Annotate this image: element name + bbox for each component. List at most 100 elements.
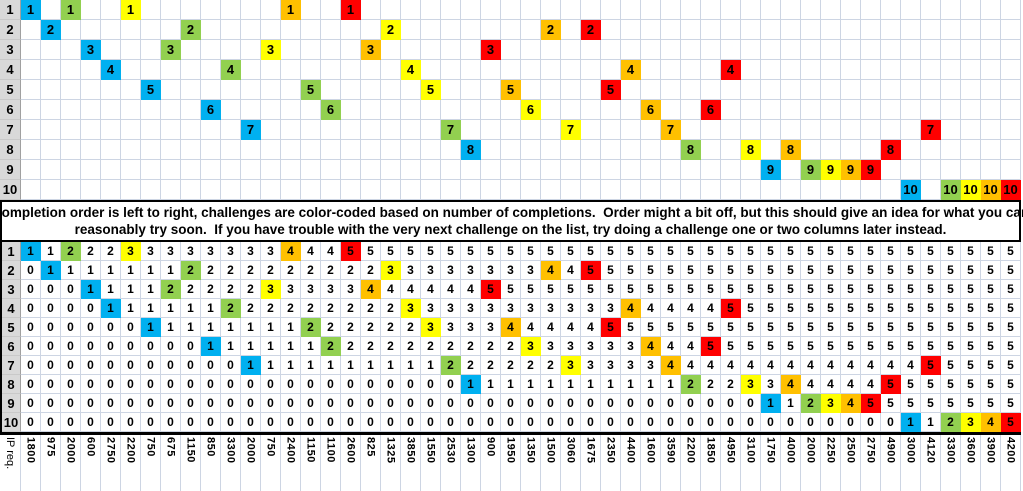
count-cell-r7-c2[interactable]: 0 <box>41 356 61 375</box>
empty-cell[interactable] <box>1001 120 1021 140</box>
count-cell-r5-c39[interactable]: 5 <box>781 318 801 337</box>
count-cell-r7-c1[interactable]: 0 <box>21 356 41 375</box>
ip-req-value-col50[interactable]: 4200 <box>1001 435 1021 491</box>
empty-cell[interactable] <box>641 80 661 100</box>
count-cell-r10-c48[interactable]: 3 <box>961 413 981 432</box>
empty-cell[interactable] <box>141 180 161 200</box>
count-cell-r7-c48[interactable]: 5 <box>961 356 981 375</box>
empty-cell[interactable] <box>281 40 301 60</box>
count-cell-r3-c31[interactable]: 5 <box>621 280 641 299</box>
ip-req-value-col18[interactable]: 825 <box>361 435 381 491</box>
count-cell-r1-c28[interactable]: 5 <box>561 242 581 261</box>
empty-cell[interactable] <box>321 140 341 160</box>
top-row-header-6[interactable]: 6 <box>0 100 21 120</box>
count-cell-r1-c23[interactable]: 5 <box>461 242 481 261</box>
empty-cell[interactable] <box>81 0 101 20</box>
empty-cell[interactable] <box>861 100 881 120</box>
count-cell-r10-c27[interactable]: 0 <box>541 413 561 432</box>
bottom-row-header-2[interactable]: 2 <box>2 261 21 280</box>
count-cell-r4-c47[interactable]: 5 <box>941 299 961 318</box>
empty-cell[interactable] <box>421 60 441 80</box>
count-cell-r10-c22[interactable]: 0 <box>441 413 461 432</box>
empty-cell[interactable] <box>301 160 321 180</box>
count-cell-r7-c45[interactable]: 4 <box>901 356 921 375</box>
order-cell-col12-challenge7[interactable]: 7 <box>241 120 261 140</box>
empty-cell[interactable] <box>521 40 541 60</box>
empty-cell[interactable] <box>461 40 481 60</box>
empty-cell[interactable] <box>101 20 121 40</box>
empty-cell[interactable] <box>401 100 421 120</box>
empty-cell[interactable] <box>201 160 221 180</box>
count-cell-r1-c14[interactable]: 4 <box>281 242 301 261</box>
count-cell-r1-c13[interactable]: 3 <box>261 242 281 261</box>
empty-cell[interactable] <box>901 120 921 140</box>
count-cell-r1-c8[interactable]: 3 <box>161 242 181 261</box>
top-row-header-3[interactable]: 3 <box>0 40 21 60</box>
ip-req-value-col33[interactable]: 3590 <box>661 435 681 491</box>
count-cell-r1-c22[interactable]: 5 <box>441 242 461 261</box>
count-cell-r2-c27[interactable]: 4 <box>541 261 561 280</box>
count-cell-r2-c29[interactable]: 5 <box>581 261 601 280</box>
count-cell-r2-c7[interactable]: 1 <box>141 261 161 280</box>
count-cell-r9-c37[interactable]: 0 <box>741 394 761 413</box>
count-cell-r9-c10[interactable]: 0 <box>201 394 221 413</box>
count-cell-r7-c32[interactable]: 3 <box>641 356 661 375</box>
empty-cell[interactable] <box>481 80 501 100</box>
count-cell-r6-c32[interactable]: 4 <box>641 337 661 356</box>
empty-cell[interactable] <box>61 100 81 120</box>
empty-cell[interactable] <box>281 60 301 80</box>
empty-cell[interactable] <box>621 180 641 200</box>
count-cell-r5-c22[interactable]: 3 <box>441 318 461 337</box>
empty-cell[interactable] <box>421 100 441 120</box>
empty-cell[interactable] <box>681 160 701 180</box>
count-cell-r4-c34[interactable]: 4 <box>681 299 701 318</box>
count-cell-r8-c9[interactable]: 0 <box>181 375 201 394</box>
empty-cell[interactable] <box>861 0 881 20</box>
empty-cell[interactable] <box>181 100 201 120</box>
ip-req-value-col9[interactable]: 1150 <box>181 435 201 491</box>
count-cell-r10-c14[interactable]: 0 <box>281 413 301 432</box>
empty-cell[interactable] <box>1001 100 1021 120</box>
count-cell-r4-c12[interactable]: 2 <box>241 299 261 318</box>
count-cell-r8-c19[interactable]: 0 <box>381 375 401 394</box>
empty-cell[interactable] <box>881 40 901 60</box>
empty-cell[interactable] <box>301 180 321 200</box>
count-cell-r7-c11[interactable]: 0 <box>221 356 241 375</box>
ip-req-value-col6[interactable]: 2200 <box>121 435 141 491</box>
empty-cell[interactable] <box>401 140 421 160</box>
count-cell-r1-c5[interactable]: 2 <box>101 242 121 261</box>
count-cell-r10-c21[interactable]: 0 <box>421 413 441 432</box>
empty-cell[interactable] <box>41 120 61 140</box>
count-cell-r4-c23[interactable]: 3 <box>461 299 481 318</box>
count-cell-r8-c18[interactable]: 0 <box>361 375 381 394</box>
top-row-header-7[interactable]: 7 <box>0 120 21 140</box>
count-cell-r6-c47[interactable]: 5 <box>941 337 961 356</box>
empty-cell[interactable] <box>721 140 741 160</box>
empty-cell[interactable] <box>61 40 81 60</box>
count-cell-r1-c6[interactable]: 3 <box>121 242 141 261</box>
count-cell-r7-c14[interactable]: 1 <box>281 356 301 375</box>
empty-cell[interactable] <box>961 40 981 60</box>
order-cell-col44-challenge8[interactable]: 8 <box>881 140 901 160</box>
order-cell-col41-challenge9[interactable]: 9 <box>821 160 841 180</box>
empty-cell[interactable] <box>61 160 81 180</box>
empty-cell[interactable] <box>781 180 801 200</box>
empty-cell[interactable] <box>861 140 881 160</box>
empty-cell[interactable] <box>241 20 261 40</box>
count-cell-r3-c10[interactable]: 2 <box>201 280 221 299</box>
empty-cell[interactable] <box>841 0 861 20</box>
count-cell-r6-c24[interactable]: 2 <box>481 337 501 356</box>
empty-cell[interactable] <box>701 120 721 140</box>
count-cell-r7-c26[interactable]: 2 <box>521 356 541 375</box>
count-cell-r9-c34[interactable]: 0 <box>681 394 701 413</box>
ip-req-value-col37[interactable]: 3100 <box>741 435 761 491</box>
count-cell-r8-c40[interactable]: 4 <box>801 375 821 394</box>
count-cell-r2-c47[interactable]: 5 <box>941 261 961 280</box>
count-cell-r6-c43[interactable]: 5 <box>861 337 881 356</box>
empty-cell[interactable] <box>741 120 761 140</box>
order-cell-col30-challenge5[interactable]: 5 <box>601 80 621 100</box>
empty-cell[interactable] <box>581 0 601 20</box>
count-cell-r8-c27[interactable]: 1 <box>541 375 561 394</box>
empty-cell[interactable] <box>661 80 681 100</box>
count-cell-r7-c25[interactable]: 2 <box>501 356 521 375</box>
